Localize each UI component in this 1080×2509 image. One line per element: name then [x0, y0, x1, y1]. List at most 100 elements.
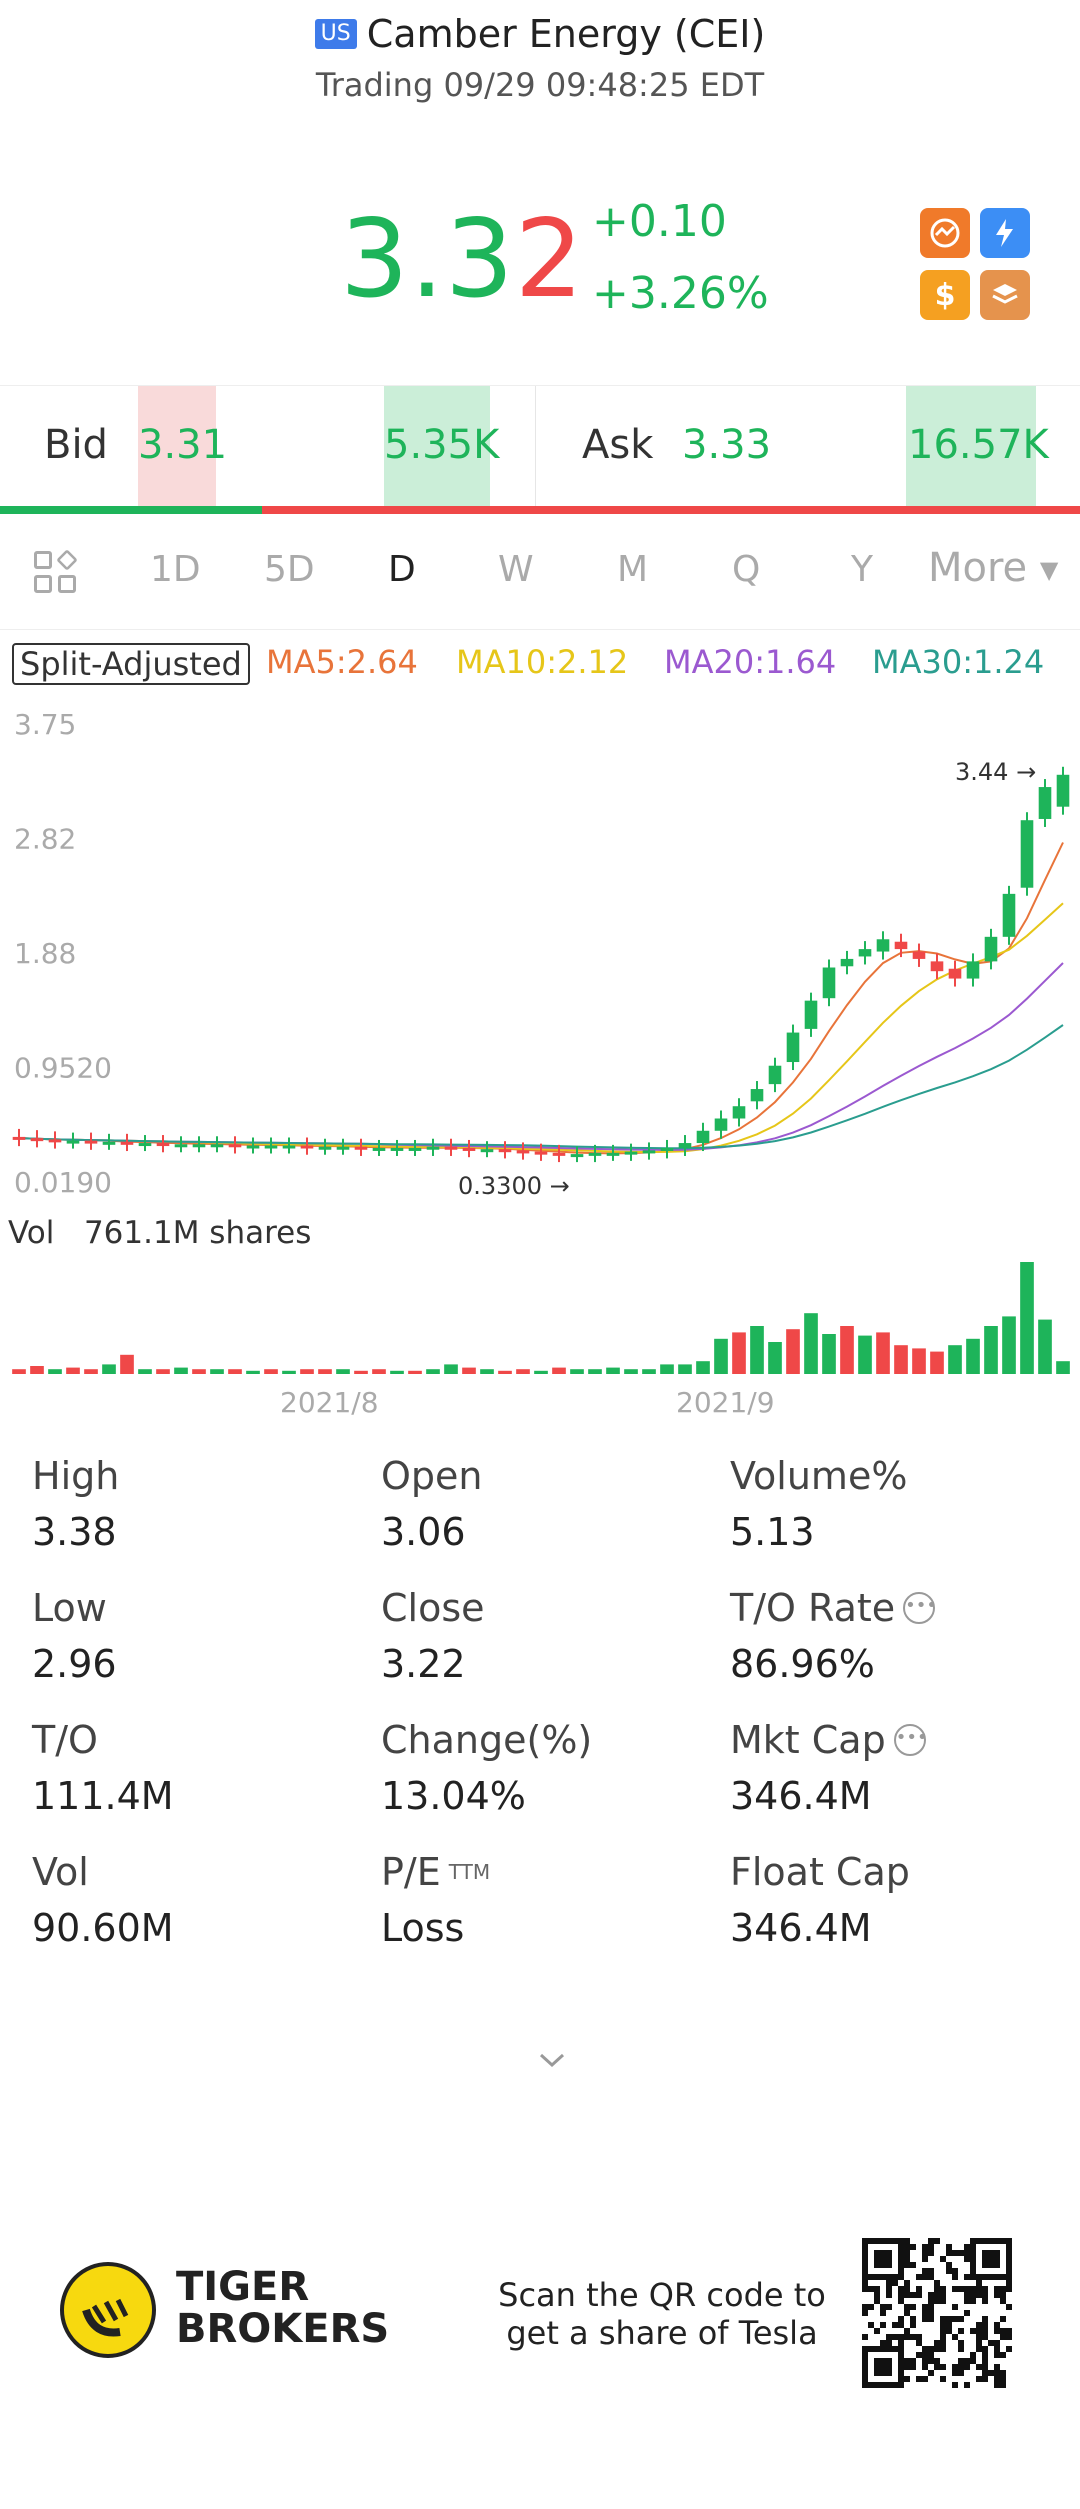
- bid-ask-panel: Bid 3.31 5.35K Ask 3.33 16.57K: [0, 385, 1080, 514]
- tab-5d[interactable]: 5D: [264, 549, 315, 590]
- qr-module: [904, 2280, 910, 2286]
- qr-module: [862, 2310, 868, 2316]
- qr-module: [946, 2250, 952, 2256]
- volume-bar: [228, 1369, 242, 1374]
- volume-legend: Vol 761.1M shares: [8, 1215, 311, 1251]
- volume-bar: [264, 1369, 278, 1374]
- qr-module: [904, 2262, 910, 2268]
- qr-module: [982, 2328, 988, 2334]
- volume-bar: [210, 1369, 224, 1374]
- tab-yearly[interactable]: Y: [851, 549, 873, 590]
- qr-module: [916, 2286, 922, 2292]
- stat-label: Open: [381, 1454, 483, 1498]
- qr-module: [964, 2250, 970, 2256]
- qr-module: [1000, 2376, 1006, 2382]
- ellipsis-circle-icon[interactable]: •••: [893, 1724, 928, 1756]
- qr-module: [904, 2358, 910, 2364]
- qr-module: [916, 2352, 922, 2358]
- stat-high: High 3.38: [32, 1450, 362, 1554]
- brand-line-1: TIGER: [176, 2264, 310, 2310]
- stack-icon[interactable]: [980, 270, 1030, 320]
- stat-label: Close: [381, 1586, 485, 1630]
- quick-icons: $: [920, 208, 1030, 320]
- split-adjusted-toggle[interactable]: Split-Adjusted: [12, 643, 250, 685]
- qr-module: [958, 2316, 964, 2322]
- qr-module: [880, 2304, 886, 2310]
- candle-body: [588, 1152, 602, 1156]
- qr-module: [928, 2346, 934, 2352]
- x-tick-label: 2021/9: [676, 1386, 775, 1419]
- qr-module: [982, 2298, 988, 2304]
- qr-module: [1006, 2286, 1012, 2292]
- qr-module: [886, 2280, 892, 2286]
- candle-body: [966, 961, 980, 979]
- tab-quarterly[interactable]: Q: [732, 549, 761, 590]
- qr-module: [982, 2364, 988, 2370]
- stat-close: Close 3.22: [381, 1582, 711, 1686]
- qr-module: [970, 2352, 976, 2358]
- stat-value: 13.04%: [381, 1774, 526, 1818]
- candle-body: [642, 1150, 656, 1154]
- tab-1d[interactable]: 1D: [150, 549, 201, 590]
- qr-module: [934, 2364, 940, 2370]
- volume-bar: [1002, 1316, 1016, 1374]
- hot-icon[interactable]: [920, 208, 970, 258]
- qr-module: [904, 2286, 910, 2292]
- ask-size-highlight: [906, 386, 1036, 506]
- candle-body: [210, 1144, 224, 1148]
- qr-module: [934, 2286, 940, 2292]
- qr-module: [964, 2274, 970, 2280]
- qr-module: [874, 2328, 880, 2334]
- candle-body: [912, 951, 926, 959]
- qr-module: [886, 2304, 892, 2310]
- candle-body: [930, 961, 944, 972]
- bid-size-highlight: [384, 386, 490, 506]
- qr-module: [862, 2304, 868, 2310]
- layout-grid-icon[interactable]: [34, 549, 80, 597]
- dollar-icon[interactable]: $: [920, 270, 970, 320]
- volume-bar: [804, 1313, 818, 1374]
- price-last-digit: 2: [514, 197, 585, 322]
- qr-module: [862, 2280, 868, 2286]
- qr-module: [880, 2322, 886, 2328]
- candle-body: [192, 1144, 206, 1148]
- volume-bar: [318, 1369, 332, 1374]
- qr-module: [952, 2370, 958, 2376]
- chevron-down-icon[interactable]: [538, 2046, 566, 2074]
- tab-daily[interactable]: D: [388, 549, 416, 590]
- qr-module: [922, 2376, 928, 2382]
- qr-module: [976, 2376, 982, 2382]
- qr-module: [940, 2346, 946, 2352]
- ma10-value: MA10:2.12: [456, 643, 629, 681]
- candle-body: [984, 936, 998, 962]
- tab-monthly[interactable]: M: [617, 549, 649, 590]
- qr-module: [874, 2298, 880, 2304]
- ma20-line: [18, 962, 1064, 1151]
- qr-module: [922, 2310, 928, 2316]
- candle-body: [102, 1141, 116, 1145]
- ask-size: 16.57K: [908, 422, 1049, 468]
- volume-bar: [426, 1369, 440, 1374]
- qr-module: [898, 2322, 904, 2328]
- qr-module: [934, 2340, 940, 2346]
- stat-volume-pct: Volume% 5.13: [730, 1450, 1060, 1554]
- qr-module: [988, 2340, 994, 2346]
- qr-module: [994, 2364, 1000, 2370]
- stat-label: T/O: [32, 1718, 98, 1762]
- stat-low: Low 2.96: [32, 1582, 362, 1686]
- lightning-icon[interactable]: [980, 208, 1030, 258]
- qr-module: [982, 2316, 988, 2322]
- volume-bar: [858, 1335, 872, 1374]
- tab-more[interactable]: More ▼: [928, 545, 1058, 591]
- qr-module: [904, 2250, 910, 2256]
- qr-module: [982, 2352, 988, 2358]
- volume-bar: [876, 1332, 890, 1374]
- scan-line-2: get a share of Tesla: [506, 2314, 818, 2352]
- ellipsis-circle-icon[interactable]: •••: [903, 1592, 937, 1624]
- qr-module: [958, 2346, 964, 2352]
- qr-module: [976, 2340, 982, 2346]
- volume-total: 761.1M shares: [83, 1215, 312, 1251]
- stat-open: Open 3.06: [381, 1450, 711, 1554]
- tab-weekly[interactable]: W: [498, 549, 534, 590]
